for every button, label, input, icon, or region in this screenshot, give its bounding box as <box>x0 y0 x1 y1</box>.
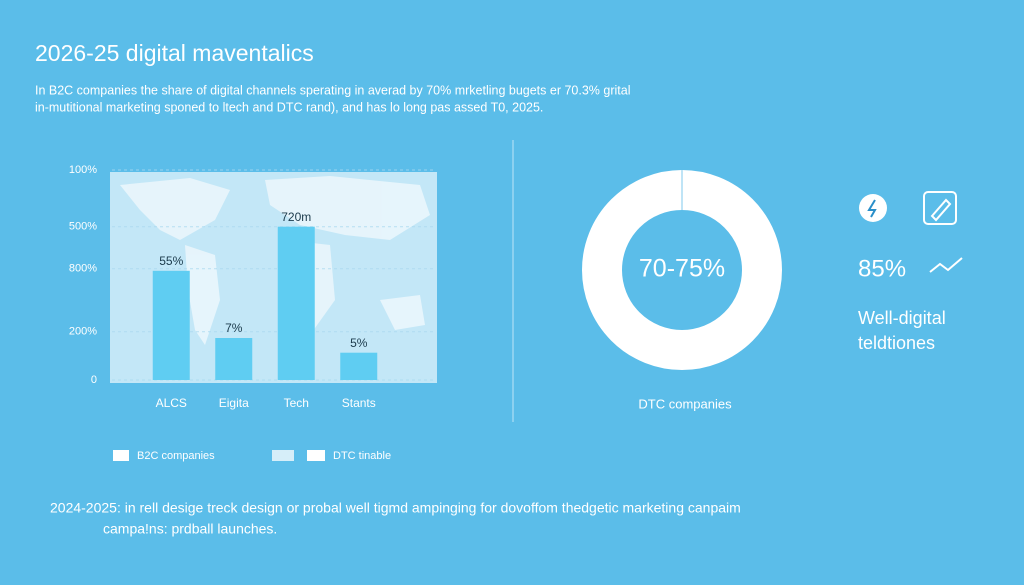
bar-annotation: 720m <box>281 210 311 224</box>
stat-value: 85% <box>858 255 906 282</box>
subtitle: in-mutitional marketing sponed to ltech … <box>35 100 543 114</box>
bar <box>277 226 315 380</box>
y-tick-label: 100% <box>69 164 97 176</box>
donut-center-label: 70-75% <box>639 255 725 283</box>
bar <box>340 352 378 380</box>
bar-annotation: 7% <box>225 321 243 335</box>
donut-caption: DTC companies <box>638 396 732 411</box>
x-tick-label: Eigita <box>219 396 249 410</box>
stat-caption: Well-digital <box>858 308 946 328</box>
bar <box>152 270 190 380</box>
icon-square <box>923 191 957 225</box>
legend-swatch <box>272 450 294 461</box>
x-tick-label: Stants <box>342 396 376 410</box>
subtitle: In B2C companies the share of digital ch… <box>35 83 630 97</box>
stat-caption: teldtiones <box>858 333 935 353</box>
footer-text: 2024-2025: in rell desige treck design o… <box>50 500 741 516</box>
bar <box>215 338 253 380</box>
legend-swatch <box>307 450 325 461</box>
bar-annotation: 55% <box>159 254 183 268</box>
legend-label: DTC tinable <box>333 450 391 462</box>
y-tick-label: 200% <box>69 326 97 338</box>
trend-icon <box>929 257 963 273</box>
legend-swatch <box>113 450 129 461</box>
x-tick-label: Tech <box>284 396 309 410</box>
y-tick-label: 500% <box>69 221 97 233</box>
y-tick-label: 800% <box>69 263 97 275</box>
icon-bolt <box>867 199 877 218</box>
y-tick-label: 0 <box>91 374 97 386</box>
legend-label: B2C companies <box>137 450 215 462</box>
icon-pencil <box>930 198 952 222</box>
footer-text: campa!ns: prdball launches. <box>103 521 277 537</box>
x-tick-label: ALCS <box>156 396 187 410</box>
icon-circle <box>859 194 887 222</box>
title: 2026-25 digital maventalics <box>35 40 314 66</box>
bar-annotation: 5% <box>350 336 368 350</box>
